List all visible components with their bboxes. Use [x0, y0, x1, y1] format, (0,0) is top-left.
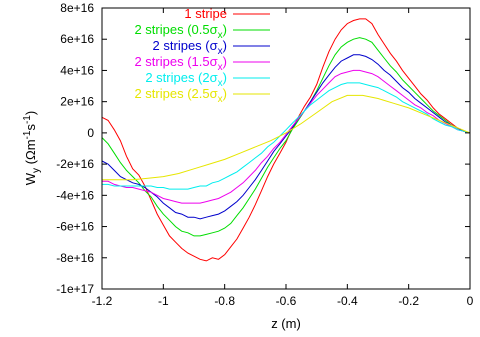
- series-line: [101, 37, 471, 237]
- x-tick-label: -0.6: [276, 294, 297, 308]
- y-tick-label: 0: [87, 126, 94, 140]
- series-line: [101, 18, 471, 262]
- series-line: [102, 69, 471, 204]
- legend-label: 2 stripes (σx): [153, 38, 227, 57]
- y-tick-label: -2e+16: [56, 157, 94, 171]
- y-tick-label: -8e+16: [56, 251, 94, 265]
- x-tick-label: -1: [158, 294, 169, 308]
- series-line: [102, 94, 471, 181]
- x-axis-label: z (m): [271, 316, 301, 331]
- legend-label: 1 stripe: [184, 6, 227, 21]
- x-tick-label: -0.2: [398, 294, 419, 308]
- y-tick-label: 2e+16: [60, 95, 94, 109]
- y-axis-label: Wy (Ωm-1s-1): [22, 111, 42, 185]
- legend-label: 2 stripes (0.5σx): [134, 22, 227, 41]
- y-tick-label: -6e+16: [56, 220, 94, 234]
- y-tick-label: 6e+16: [60, 32, 94, 46]
- x-tick-label: 0: [467, 294, 474, 308]
- y-tick-label: -4e+16: [56, 188, 94, 202]
- y-tick-label: 8e+16: [60, 1, 94, 15]
- series-lines: [101, 18, 471, 262]
- x-tick-label: -1.2: [92, 294, 113, 308]
- legend-label: 2 stripes (1.5σx): [134, 54, 227, 73]
- series-line: [102, 82, 471, 190]
- y-tick-label: -1e+17: [56, 282, 94, 296]
- x-tick-label: -0.4: [337, 294, 358, 308]
- axis-ticks: [101, 7, 471, 290]
- series-line: [101, 54, 471, 220]
- legend-label: 2 stripes (2.5σx): [134, 86, 227, 105]
- x-tick-label: -0.8: [214, 294, 235, 308]
- legend-label: 2 stripes (2σx): [145, 70, 227, 89]
- y-tick-label: 4e+16: [60, 63, 94, 77]
- axis-tick-labels: -1.2 -1 -0.8 -0.6 -0.4 -0.2 0 -1e+17 -8e+16 -6e+1…: [56, 1, 473, 308]
